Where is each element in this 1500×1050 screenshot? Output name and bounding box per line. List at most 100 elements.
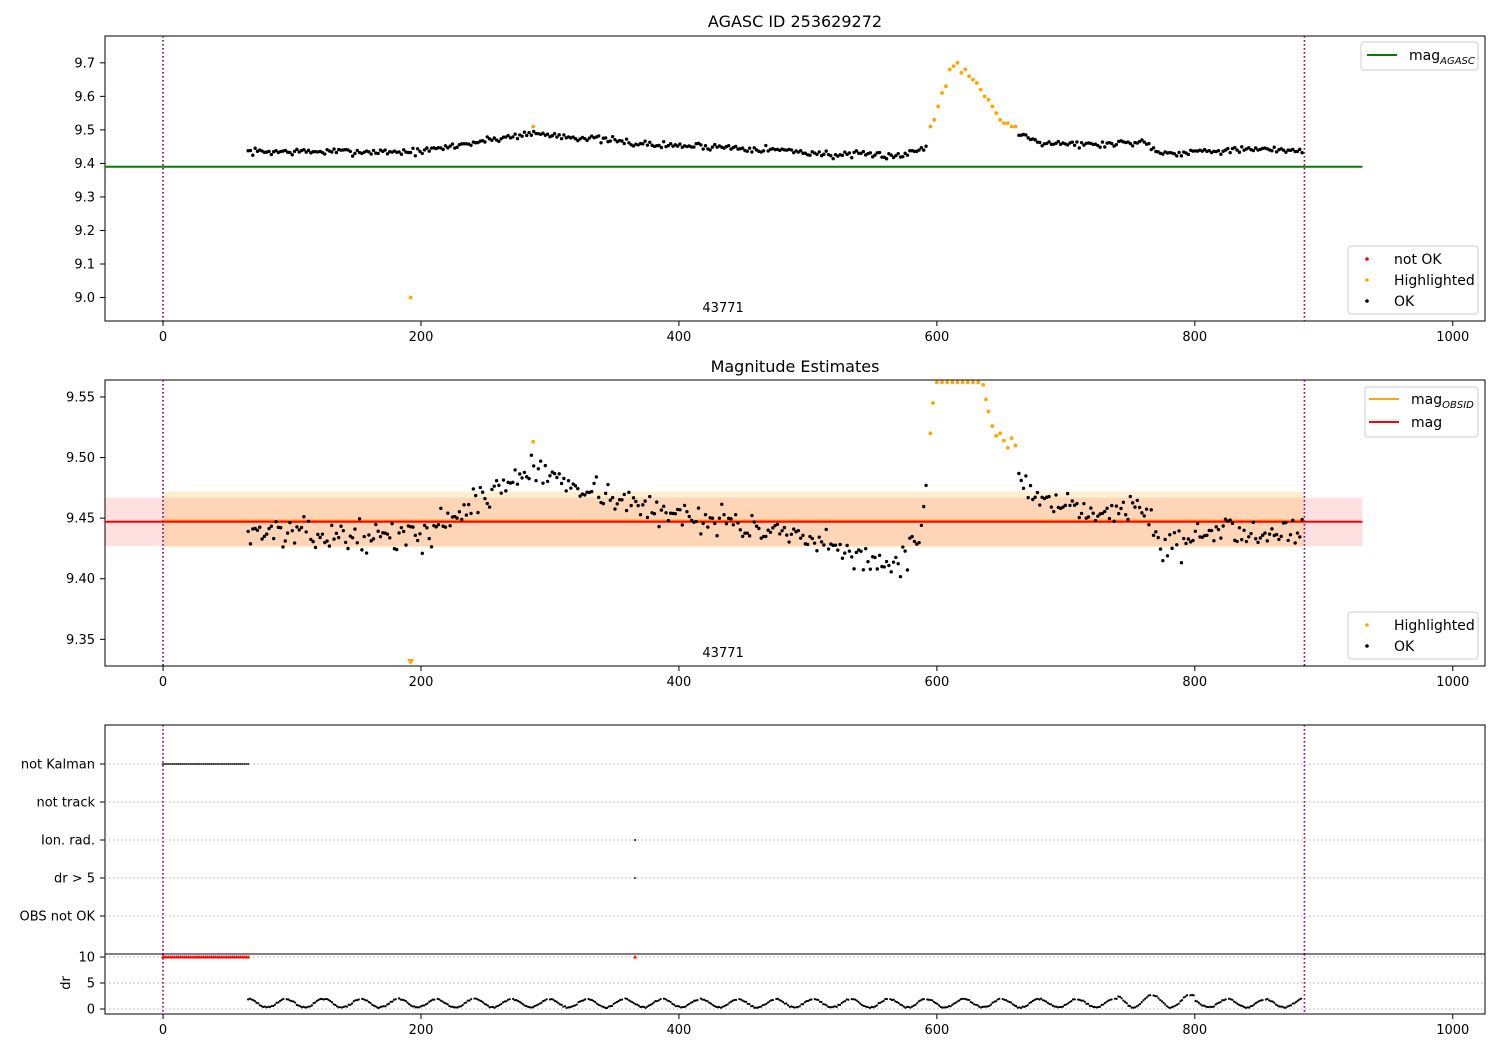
ok-point xyxy=(411,525,415,529)
dr-point xyxy=(565,1006,568,1009)
dr-point xyxy=(349,1003,352,1006)
ok-point xyxy=(1072,143,1077,148)
ok-point xyxy=(304,530,308,534)
dr-point xyxy=(377,1006,381,1009)
dr-point xyxy=(391,1000,394,1003)
ok-point xyxy=(729,517,733,521)
ok-point xyxy=(569,486,573,490)
dr-point xyxy=(406,1001,409,1004)
ok-point xyxy=(429,545,434,549)
dr-point xyxy=(493,1006,496,1009)
mid-y-tick-label: 9.35 xyxy=(66,633,95,648)
ok-point xyxy=(785,533,789,537)
dr-point xyxy=(746,1002,749,1005)
ok-point xyxy=(288,150,292,155)
ok-point xyxy=(1135,498,1139,503)
dr-point xyxy=(1058,1005,1061,1009)
flag-point xyxy=(167,762,170,766)
dr-point xyxy=(828,1006,832,1009)
dr-point xyxy=(381,1005,384,1008)
dr-point xyxy=(766,1001,770,1004)
dr-point xyxy=(651,1002,654,1005)
dr-point xyxy=(314,1001,317,1004)
dr-point xyxy=(694,999,697,1002)
dr-point xyxy=(485,1003,488,1006)
dr-point xyxy=(495,1005,498,1008)
ok-point xyxy=(1291,147,1295,152)
highlighted-point xyxy=(928,124,933,129)
ok-point xyxy=(696,506,701,510)
dr-point xyxy=(523,1004,526,1007)
ok-point xyxy=(1184,541,1188,546)
dr-point xyxy=(362,998,365,1001)
dr-point xyxy=(1276,1004,1279,1007)
dr-point xyxy=(1289,1004,1293,1007)
dr-point xyxy=(733,998,736,1002)
dr-point xyxy=(1249,1005,1252,1008)
ok-point xyxy=(664,511,668,515)
dr-point xyxy=(1202,1004,1205,1007)
ok-point xyxy=(1019,478,1023,483)
ok-point xyxy=(590,489,594,494)
dr-point xyxy=(1271,1000,1274,1003)
dr-point xyxy=(475,997,478,1000)
ok-point xyxy=(659,145,664,150)
ok-point xyxy=(792,527,796,531)
ok-point xyxy=(360,548,364,552)
dr-point xyxy=(1256,1001,1259,1004)
highlighted-point xyxy=(976,380,981,385)
ok-point xyxy=(778,532,782,536)
ok-point xyxy=(529,453,534,457)
ok-point xyxy=(1207,148,1211,153)
dr-point xyxy=(894,1000,897,1003)
ok-point xyxy=(288,520,292,525)
dr-point xyxy=(1107,999,1110,1002)
ok-point xyxy=(919,145,924,150)
dr-point xyxy=(1139,1002,1142,1006)
dr-point xyxy=(919,999,922,1002)
ok-point xyxy=(1179,154,1184,158)
dr-point xyxy=(300,1006,303,1009)
ok-point xyxy=(1240,145,1244,149)
ok-point xyxy=(1177,529,1181,533)
dr-point xyxy=(994,1000,998,1003)
ok-point xyxy=(1165,554,1170,558)
dr-point xyxy=(1080,999,1083,1002)
ok-point xyxy=(713,521,717,526)
dr-point xyxy=(807,999,810,1003)
dr-point xyxy=(837,1003,840,1006)
ok-point xyxy=(815,549,819,553)
dr-point xyxy=(532,1006,535,1009)
ok-point xyxy=(829,154,833,158)
dr-point xyxy=(614,1001,617,1004)
ok-point xyxy=(267,526,271,531)
ok-point xyxy=(1298,535,1302,539)
ok-point xyxy=(371,537,376,541)
dr-point xyxy=(503,1000,506,1003)
dr-point xyxy=(1073,998,1076,1001)
dr-point xyxy=(835,1005,838,1008)
dr-point xyxy=(798,1005,801,1008)
dr-point xyxy=(516,999,520,1003)
ok-point xyxy=(562,133,566,137)
dr-point xyxy=(703,998,706,1001)
ok-point xyxy=(1065,491,1070,496)
ok-point xyxy=(819,540,824,544)
dr-point xyxy=(262,1005,265,1009)
ok-point xyxy=(798,536,803,540)
dr-point xyxy=(671,1002,674,1005)
ok-point xyxy=(775,522,780,527)
dr-point xyxy=(941,1006,944,1009)
ok-point xyxy=(884,559,889,564)
dr-point xyxy=(805,1000,808,1003)
ok-point xyxy=(738,528,743,532)
dr-point xyxy=(1236,1002,1239,1005)
dr-point xyxy=(582,999,585,1002)
ok-point xyxy=(854,149,859,153)
ok-point xyxy=(1065,143,1070,147)
dr-point xyxy=(496,1004,500,1008)
ok-point xyxy=(1154,530,1158,534)
dr-point xyxy=(413,1005,416,1008)
dr-point xyxy=(900,1004,904,1007)
dr-point xyxy=(758,1005,761,1009)
